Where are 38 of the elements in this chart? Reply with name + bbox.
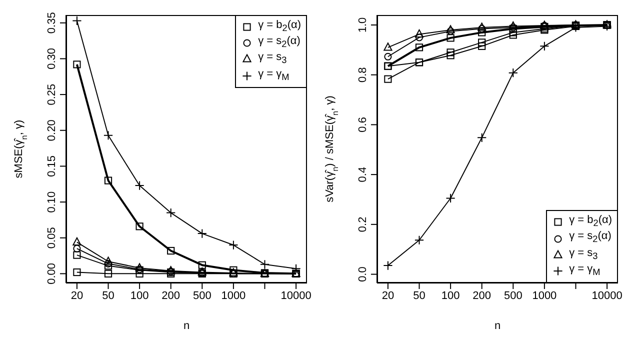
x-tick-label: 50	[413, 290, 426, 302]
legend-label: γ = s$_{3}$	[258, 51, 287, 68]
x-axis-title: n	[494, 320, 501, 332]
y-tick-label: 0.6	[357, 117, 369, 132]
legend-label: γ = γ$_{M}$	[258, 68, 290, 84]
y-tick-label: 0.25	[46, 84, 58, 106]
y-tick-label: 0.30	[46, 48, 58, 70]
y-tick-label: 1.0	[357, 17, 369, 33]
legend-label: γ = s$_{3}$	[569, 246, 598, 263]
x-tick-label: 20	[382, 290, 394, 302]
legend-label: γ = γ$_{M}$	[569, 262, 600, 279]
y-tick-label: 0.20	[46, 120, 58, 142]
x-tick-label: 50	[102, 290, 114, 302]
y-tick-label: 0.4	[357, 166, 369, 182]
x-tick-label: 1000	[221, 290, 246, 302]
x-tick-label: 200	[472, 290, 492, 302]
x-tick-label: 100	[441, 290, 460, 302]
legend-label: γ = b$_{2}$(α)	[258, 19, 301, 36]
x-tick-label: 100	[130, 290, 149, 302]
x-tick-label: 200	[162, 290, 180, 302]
x-tick-label: 10000	[280, 290, 312, 302]
y-tick-label: 0.8	[357, 67, 369, 82]
y-tick-label: 0.2	[357, 216, 369, 232]
x-tick-label: 500	[504, 290, 522, 302]
legend-label: γ = b$_{2}$(α)	[569, 214, 612, 230]
y-tick-label: 0.10	[46, 191, 58, 213]
y-tick-label: 0.05	[46, 227, 58, 249]
legend-label: γ = s$_{2}$(α)	[569, 230, 612, 247]
x-axis-title: n	[183, 320, 190, 332]
x-tick-label: 1000	[532, 290, 557, 302]
x-tick-label: 500	[192, 290, 212, 302]
y-tick-label: 0.0	[357, 266, 369, 282]
y-tick-label: 0.35	[46, 12, 58, 34]
x-tick-label: 20	[70, 290, 84, 302]
y-tick-label: 0.00	[46, 262, 58, 284]
x-tick-label: 10000	[592, 290, 622, 302]
y-tick-label: 0.15	[46, 155, 58, 177]
legend-label: γ = s$_{2}$(α)	[258, 35, 300, 52]
